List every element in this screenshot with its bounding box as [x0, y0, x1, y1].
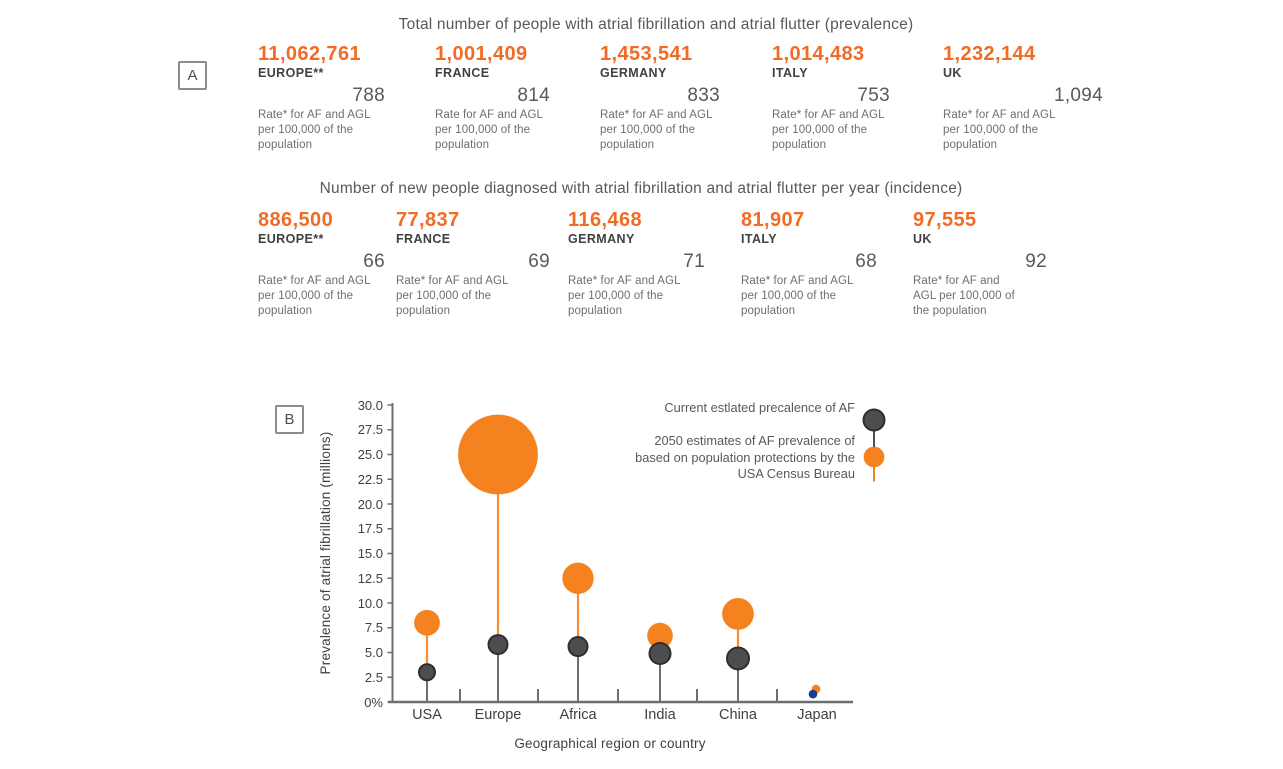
stat-value: 1,014,483	[772, 43, 865, 65]
stat-rate: 66	[363, 251, 385, 272]
y-tick-label: 0%	[364, 694, 383, 710]
stat-card-prevalence-uk: 1,232,144 UK 1,094 Rate* for AF and AGL …	[943, 44, 1103, 153]
stat-card-incidence-france: 77,837 FRANCE 69 Rate* for AF and AGL pe…	[396, 210, 550, 319]
stat-card-incidence-italy: 81,907 ITALY 68 Rate* for AF and AGL per…	[741, 210, 877, 319]
stat-region: ITALY	[741, 232, 778, 246]
stat-rate: 1,094	[1053, 85, 1103, 106]
stat-note: Rate for AF and AGL per 100,000 of the p…	[435, 109, 544, 151]
x-axis-label: Geographical region or country	[514, 736, 706, 751]
category-label-africa: Africa	[559, 707, 597, 723]
category-label-china: China	[719, 707, 757, 723]
stat-value: 11,062,761	[258, 43, 361, 65]
dot-current-africa	[567, 636, 589, 658]
panel-b-letter: B	[284, 411, 295, 428]
stat-note: Rate* for AF and AGL per 100,000 of the …	[258, 109, 371, 151]
bubble-future-china	[722, 597, 754, 630]
stat-region: UK	[943, 66, 962, 80]
stat-card-prevalence-france: 1,001,409 FRANCE 814 Rate for AF and AGL…	[435, 44, 550, 153]
y-tick-label: 12.5	[357, 570, 383, 586]
stat-card-incidence-uk: 97,555 UK 92 Rate* for AF and AGL per 10…	[913, 210, 1047, 319]
stat-region: GERMANY	[568, 232, 635, 246]
y-tick-label: 15.0	[357, 546, 383, 561]
y-tick-label: 10.0	[357, 595, 383, 611]
legend-future-marker	[863, 446, 885, 468]
stat-note: Rate* for AF and AGL per 100,000 of the …	[913, 275, 1015, 317]
bubble-future-usa	[414, 609, 440, 636]
stat-region: FRANCE	[435, 66, 490, 80]
dot-current-europe	[487, 634, 509, 656]
y-tick-label: 2.5	[364, 669, 383, 685]
category-label-europe: Europe	[474, 707, 522, 723]
stat-value: 116,468	[568, 209, 642, 231]
y-tick-label: 20.0	[357, 496, 383, 512]
stat-rate: 833	[687, 85, 720, 106]
bubble-future-africa	[562, 562, 594, 595]
dot-current-china	[726, 646, 750, 671]
stat-rate: 788	[352, 85, 385, 106]
stat-note: Rate* for AF and AGL per 100,000 of the …	[943, 109, 1056, 151]
stat-rate: 92	[1025, 251, 1047, 272]
stat-region: EUROPE**	[258, 232, 324, 246]
stat-rate: 68	[855, 251, 877, 272]
stat-rate: 71	[683, 251, 705, 272]
legend-current-marker	[862, 408, 886, 432]
prevalence-title: Total number of people with atrial fibri…	[398, 16, 914, 33]
category-label-japan: Japan	[797, 707, 837, 723]
stat-rate: 69	[528, 251, 550, 272]
stat-value: 1,453,541	[600, 43, 693, 65]
stat-note: Rate* for AF and AGL per 100,000 of the …	[741, 275, 854, 317]
panel-a-badge: A	[178, 61, 207, 90]
stat-region: UK	[913, 232, 932, 246]
dot-current-usa	[418, 663, 436, 682]
stat-note: Rate* for AF and AGL per 100,000 of the …	[568, 275, 681, 317]
panel-a-letter: A	[187, 67, 198, 84]
stat-card-prevalence-italy: 1,014,483 ITALY 753 Rate* for AF and AGL…	[772, 44, 890, 153]
stat-value: 1,001,409	[435, 43, 528, 65]
stat-note: Rate* for AF and AGL per 100,000 of the …	[396, 275, 509, 317]
bubble-future-europe	[458, 414, 538, 495]
dot-current-india	[648, 641, 672, 665]
stat-card-incidence-germany: 116,468 GERMANY 71 Rate* for AF and AGL …	[568, 210, 705, 319]
panel-b-badge: B	[275, 405, 304, 434]
y-tick-label: 7.5	[364, 620, 383, 636]
stat-rate: 753	[857, 85, 890, 106]
stat-card-prevalence-europe: 11,062,761 EUROPE** 788 Rate* for AF and…	[258, 44, 385, 153]
stat-card-prevalence-germany: 1,453,541 GERMANY 833 Rate* for AF and A…	[600, 44, 720, 153]
y-tick-label: 22.5	[357, 471, 383, 487]
category-label-usa: USA	[412, 707, 442, 723]
stat-value: 77,837	[396, 209, 460, 231]
stat-card-incidence-europe: 886,500 EUROPE** 66 Rate* for AF and AGL…	[258, 210, 385, 319]
stat-note: Rate* for AF and AGL per 100,000 of the …	[600, 109, 713, 151]
stat-value: 97,555	[913, 209, 977, 231]
stat-rate: 814	[517, 85, 550, 106]
stat-value: 81,907	[741, 209, 805, 231]
legend-future-label: 2050 estimates of AF prevalence of based…	[635, 433, 855, 481]
stat-region: ITALY	[772, 66, 809, 80]
incidence-title: Number of new people diagnosed with atri…	[319, 180, 963, 197]
stat-region: EUROPE**	[258, 66, 324, 80]
dot-current-japan	[808, 689, 818, 699]
stat-value: 886,500	[258, 209, 334, 231]
y-tick-label: 30.0	[357, 397, 383, 413]
stat-note: Rate* for AF and AGL per 100,000 of the …	[258, 275, 371, 317]
y-tick-label: 17.5	[357, 521, 383, 537]
y-tick-label: 25.0	[357, 447, 383, 462]
stat-value: 1,232,144	[943, 43, 1036, 65]
stat-region: FRANCE	[396, 232, 451, 246]
category-label-india: India	[644, 707, 676, 723]
y-tick-label: 27.5	[357, 422, 383, 438]
stat-region: GERMANY	[600, 66, 667, 80]
stat-note: Rate* for AF and AGL per 100,000 of the …	[772, 109, 885, 151]
y-tick-label: 5.0	[364, 645, 383, 660]
legend-current-label: Current estlated precalence of AF	[664, 400, 855, 415]
